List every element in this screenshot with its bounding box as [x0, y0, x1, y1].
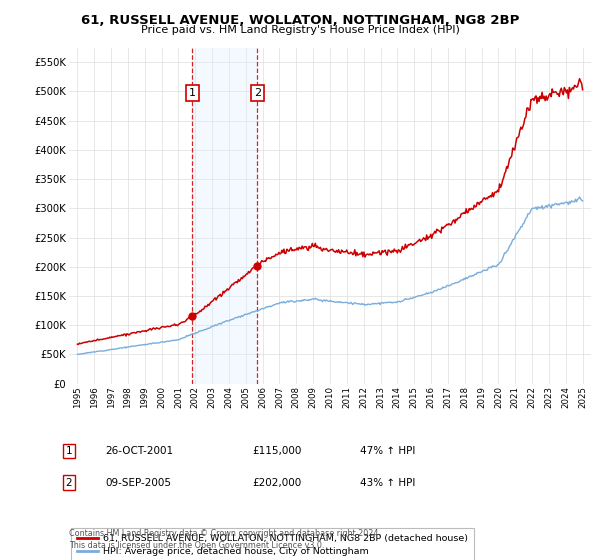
Text: Contains HM Land Registry data © Crown copyright and database right 2024.
This d: Contains HM Land Registry data © Crown c… [69, 529, 381, 550]
Text: 1: 1 [65, 446, 73, 456]
Text: Price paid vs. HM Land Registry's House Price Index (HPI): Price paid vs. HM Land Registry's House … [140, 25, 460, 35]
Text: 09-SEP-2005: 09-SEP-2005 [105, 478, 171, 488]
Text: £115,000: £115,000 [252, 446, 301, 456]
Text: 43% ↑ HPI: 43% ↑ HPI [360, 478, 415, 488]
Text: 61, RUSSELL AVENUE, WOLLATON, NOTTINGHAM, NG8 2BP: 61, RUSSELL AVENUE, WOLLATON, NOTTINGHAM… [81, 14, 519, 27]
Text: £202,000: £202,000 [252, 478, 301, 488]
Text: 2: 2 [65, 478, 73, 488]
Text: 26-OCT-2001: 26-OCT-2001 [105, 446, 173, 456]
Text: 2: 2 [254, 88, 261, 98]
Text: 1: 1 [189, 88, 196, 98]
Text: 47% ↑ HPI: 47% ↑ HPI [360, 446, 415, 456]
Legend: 61, RUSSELL AVENUE, WOLLATON, NOTTINGHAM, NG8 2BP (detached house), HPI: Average: 61, RUSSELL AVENUE, WOLLATON, NOTTINGHAM… [71, 529, 474, 560]
Bar [192, 48, 257, 384]
